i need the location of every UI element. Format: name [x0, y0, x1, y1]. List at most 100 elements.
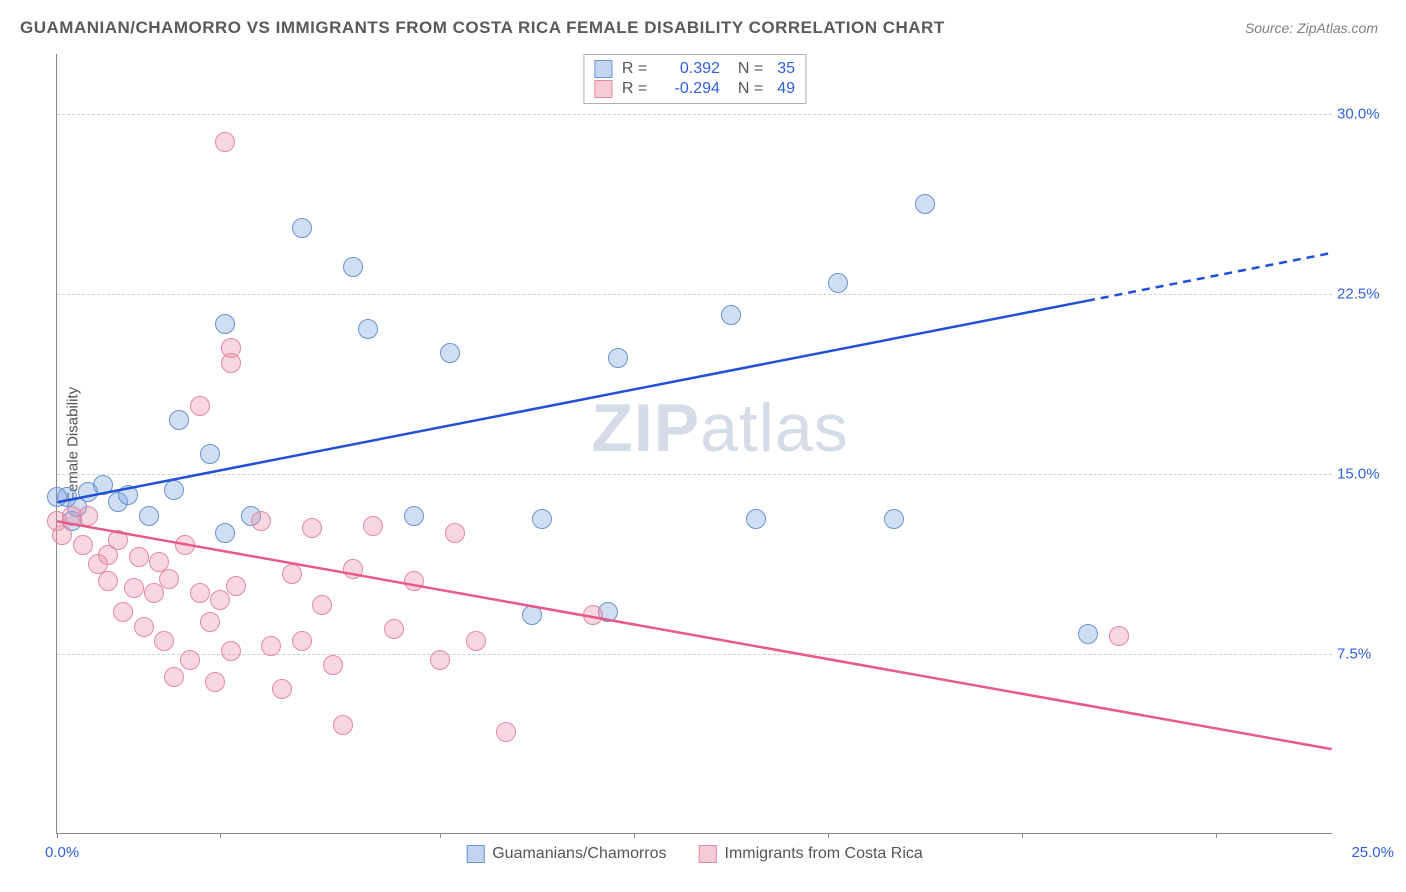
data-point-series-2: [496, 722, 516, 742]
data-point-series-1: [440, 343, 460, 363]
data-point-series-1: [608, 348, 628, 368]
legend-swatch-1: [594, 60, 612, 78]
data-point-series-2: [466, 631, 486, 651]
data-point-series-2: [302, 518, 322, 538]
data-point-series-1: [532, 509, 552, 529]
data-point-series-1: [215, 314, 235, 334]
y-tick-label: 22.5%: [1337, 286, 1392, 303]
data-point-series-2: [430, 650, 450, 670]
data-point-series-1: [1078, 624, 1098, 644]
correlation-legend: R = 0.392 N = 35 R = -0.294 N = 49: [583, 54, 806, 104]
data-point-series-1: [118, 485, 138, 505]
source-attribution: Source: ZipAtlas.com: [1245, 20, 1378, 36]
gridline: [57, 474, 1332, 475]
data-point-series-2: [282, 564, 302, 584]
chart-title: GUAMANIAN/CHAMORRO VS IMMIGRANTS FROM CO…: [20, 18, 945, 38]
series-1-name: Guamanians/Chamorros: [492, 845, 666, 863]
legend-row-series-1: R = 0.392 N = 35: [594, 59, 795, 79]
y-tick-label: 15.0%: [1337, 466, 1392, 483]
data-point-series-1: [404, 506, 424, 526]
plot-area: Female Disability ZIPatlas 7.5%15.0%22.5…: [56, 54, 1332, 834]
series-legend: Guamanians/Chamorros Immigrants from Cos…: [466, 845, 923, 863]
data-point-series-2: [98, 571, 118, 591]
x-tick-mark: [634, 833, 635, 838]
watermark: ZIPatlas: [591, 389, 848, 467]
gridline: [57, 114, 1332, 115]
data-point-series-2: [363, 516, 383, 536]
x-tick-mark: [1022, 833, 1023, 838]
legend-row-series-2: R = -0.294 N = 49: [594, 79, 795, 99]
data-point-series-1: [139, 506, 159, 526]
data-point-series-2: [175, 535, 195, 555]
data-point-series-2: [190, 396, 210, 416]
data-point-series-1: [93, 475, 113, 495]
legend-item-1: Guamanians/Chamorros: [466, 845, 666, 863]
x-tick-mark: [828, 833, 829, 838]
data-point-series-2: [215, 132, 235, 152]
gridline: [57, 654, 1332, 655]
data-point-series-2: [190, 583, 210, 603]
data-point-series-1: [746, 509, 766, 529]
data-point-series-2: [159, 569, 179, 589]
legend-item-2: Immigrants from Costa Rica: [699, 845, 923, 863]
x-tick-mark: [220, 833, 221, 838]
x-tick-mark: [1216, 833, 1217, 838]
data-point-series-1: [828, 273, 848, 293]
data-point-series-2: [154, 631, 174, 651]
data-point-series-1: [200, 444, 220, 464]
data-point-series-2: [210, 590, 230, 610]
trend-lines: [57, 54, 1332, 833]
data-point-series-1: [884, 509, 904, 529]
data-point-series-1: [721, 305, 741, 325]
data-point-series-2: [205, 672, 225, 692]
n-value-2: 49: [777, 80, 795, 98]
data-point-series-2: [221, 353, 241, 373]
data-point-series-2: [200, 612, 220, 632]
x-tick-last: 25.0%: [1351, 844, 1394, 861]
data-point-series-1: [169, 410, 189, 430]
r-value-2: -0.294: [660, 80, 720, 98]
y-tick-label: 30.0%: [1337, 106, 1392, 123]
data-point-series-2: [164, 667, 184, 687]
data-point-series-2: [73, 535, 93, 555]
gridline: [57, 294, 1332, 295]
legend-swatch-bottom-1: [466, 845, 484, 863]
data-point-series-2: [134, 617, 154, 637]
data-point-series-1: [164, 480, 184, 500]
data-point-series-1: [215, 523, 235, 543]
n-value-1: 35: [777, 60, 795, 78]
data-point-series-2: [52, 525, 72, 545]
data-point-series-2: [312, 595, 332, 615]
data-point-series-2: [251, 511, 271, 531]
legend-swatch-2: [594, 80, 612, 98]
data-point-series-1: [358, 319, 378, 339]
data-point-series-2: [78, 506, 98, 526]
data-point-series-2: [384, 619, 404, 639]
data-point-series-2: [292, 631, 312, 651]
legend-swatch-bottom-2: [699, 845, 717, 863]
data-point-series-1: [343, 257, 363, 277]
y-tick-label: 7.5%: [1337, 646, 1392, 663]
data-point-series-2: [180, 650, 200, 670]
data-point-series-1: [915, 194, 935, 214]
data-point-series-2: [343, 559, 363, 579]
data-point-series-1: [522, 605, 542, 625]
r-value-1: 0.392: [660, 60, 720, 78]
data-point-series-2: [272, 679, 292, 699]
data-point-series-2: [583, 605, 603, 625]
data-point-series-2: [1109, 626, 1129, 646]
data-point-series-2: [445, 523, 465, 543]
data-point-series-2: [113, 602, 133, 622]
data-point-series-2: [144, 583, 164, 603]
data-point-series-2: [124, 578, 144, 598]
data-point-series-2: [333, 715, 353, 735]
data-point-series-2: [261, 636, 281, 656]
x-tick-mark: [57, 833, 58, 838]
data-point-series-2: [323, 655, 343, 675]
data-point-series-2: [404, 571, 424, 591]
data-point-series-2: [226, 576, 246, 596]
series-2-name: Immigrants from Costa Rica: [725, 845, 923, 863]
x-tick-mark: [440, 833, 441, 838]
data-point-series-1: [292, 218, 312, 238]
y-axis-label: Female Disability: [65, 386, 82, 500]
